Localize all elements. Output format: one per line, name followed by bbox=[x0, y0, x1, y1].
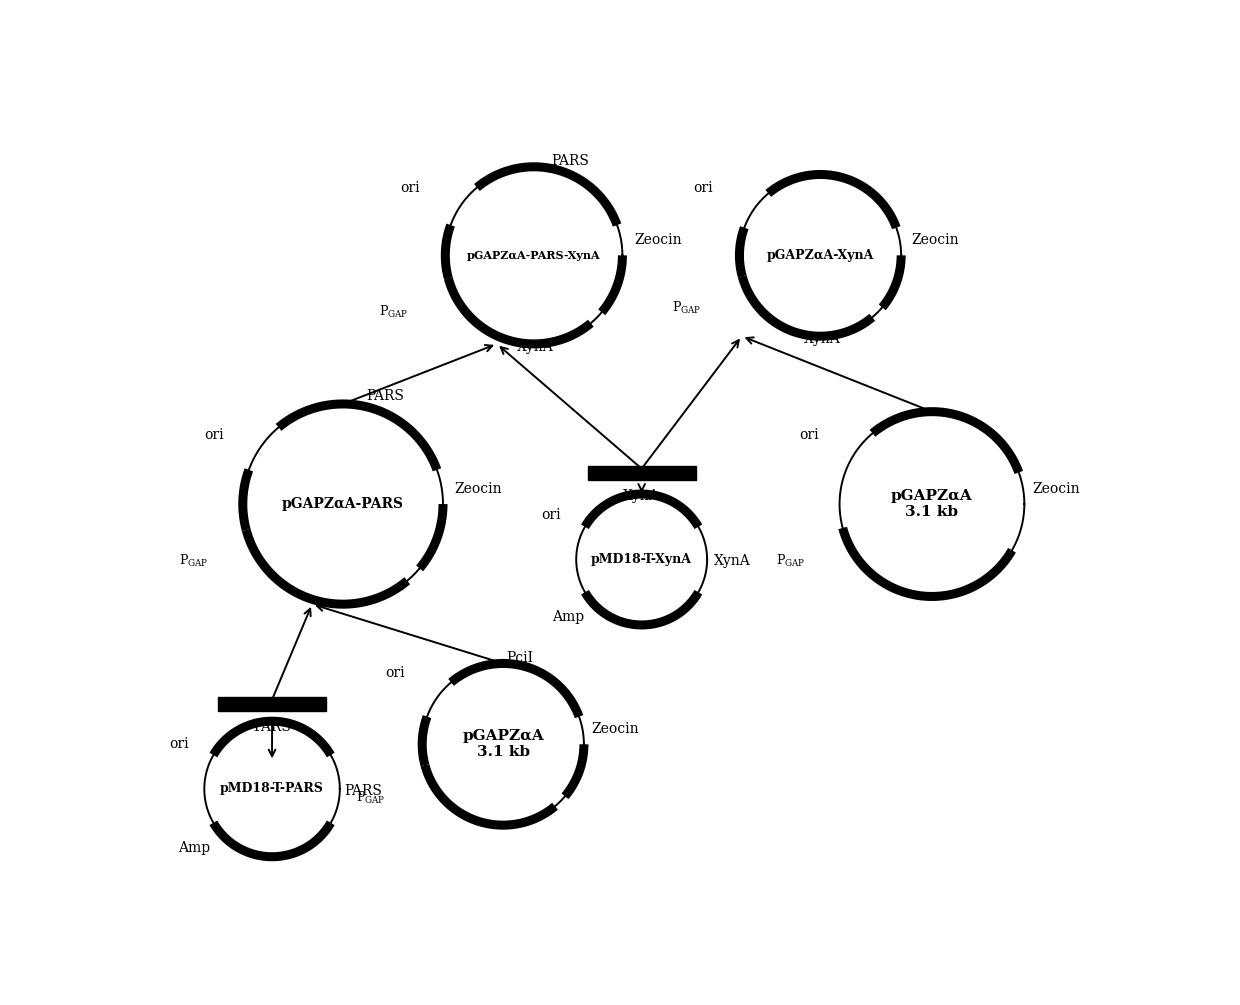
Text: pGAPZαA-PARS-XynA: pGAPZαA-PARS-XynA bbox=[467, 250, 600, 261]
Text: XynA: XynA bbox=[517, 340, 554, 354]
Text: PARS: PARS bbox=[366, 389, 404, 403]
Text: Zeocin: Zeocin bbox=[911, 233, 959, 247]
Text: Zeocin: Zeocin bbox=[455, 481, 502, 495]
Text: ori: ori bbox=[541, 508, 560, 522]
Text: Amp: Amp bbox=[552, 610, 584, 624]
Text: $\mathregular{P_{GAP}}$: $\mathregular{P_{GAP}}$ bbox=[356, 790, 386, 806]
Text: ori: ori bbox=[203, 428, 223, 442]
Text: ori: ori bbox=[693, 181, 713, 195]
Text: PARS: PARS bbox=[551, 155, 589, 169]
Text: PciI: PciI bbox=[506, 651, 533, 665]
Text: ori: ori bbox=[799, 428, 818, 442]
Text: Zeocin: Zeocin bbox=[634, 233, 682, 247]
Text: pGAPZαA-XynA: pGAPZαA-XynA bbox=[766, 249, 874, 262]
Text: $\mathregular{P_{GAP}}$: $\mathregular{P_{GAP}}$ bbox=[179, 553, 208, 569]
Text: pGAPZαA-PARS: pGAPZαA-PARS bbox=[281, 497, 404, 512]
Text: pMD18-T-XynA: pMD18-T-XynA bbox=[591, 553, 692, 566]
Text: Zeocin: Zeocin bbox=[1032, 481, 1080, 495]
Text: pGAPZαA
3.1 kb: pGAPZαA 3.1 kb bbox=[892, 489, 973, 520]
Bar bbox=[588, 466, 696, 480]
Text: $\mathregular{P_{GAP}}$: $\mathregular{P_{GAP}}$ bbox=[775, 553, 805, 569]
Text: pGAPZαA
3.1 kb: pGAPZαA 3.1 kb bbox=[463, 730, 544, 760]
Text: ori: ori bbox=[384, 666, 404, 680]
Text: Zeocin: Zeocin bbox=[591, 722, 640, 736]
Text: XynA: XynA bbox=[714, 554, 750, 568]
Text: Amp: Amp bbox=[179, 841, 211, 855]
Text: XynA: XynA bbox=[624, 489, 660, 504]
Bar bbox=[218, 697, 326, 712]
Text: XynA: XynA bbox=[804, 333, 841, 346]
Text: PARS: PARS bbox=[345, 784, 382, 798]
Text: pMD18-T-PARS: pMD18-T-PARS bbox=[221, 783, 324, 796]
Text: PARS: PARS bbox=[253, 721, 291, 735]
Text: $\mathregular{P_{GAP}}$: $\mathregular{P_{GAP}}$ bbox=[379, 304, 408, 320]
Text: ori: ori bbox=[401, 181, 420, 195]
Text: $\mathregular{P_{GAP}}$: $\mathregular{P_{GAP}}$ bbox=[672, 299, 701, 316]
Text: ori: ori bbox=[170, 738, 188, 752]
